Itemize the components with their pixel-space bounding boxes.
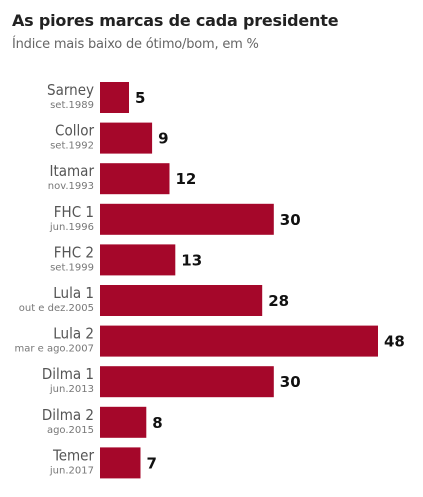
data-label: 48 [384,333,405,351]
category-label: Temer [52,446,94,464]
bar-temer [100,447,141,479]
category-label: Itamar [50,162,95,180]
bar-fhc-1 [100,203,274,235]
bar-sarney [100,82,129,113]
category-label: Collor [55,122,94,140]
chart-title: As piores marcas de cada presidente [12,11,339,30]
bar-lula-1 [100,285,263,316]
category-label: FHC 2 [54,243,94,261]
category-date-label: ago.2015 [47,425,94,436]
bar-itamar [100,163,170,195]
data-label: 12 [176,170,197,188]
data-label: 30 [280,373,301,391]
data-label: 7 [147,454,157,472]
category-date-label: nov.1993 [48,181,94,192]
category-label: Lula 2 [53,325,94,343]
category-date-label: set.1992 [50,141,94,152]
category-label: Sarney [47,81,94,99]
category-date-label: set.1989 [50,100,94,111]
category-date-label: set.1999 [50,262,94,273]
chart-subtitle: Índice mais baixo de ótimo/bom, em % [12,37,259,52]
category-date-label: jun.1996 [49,222,94,233]
bar-collor [100,122,153,154]
category-label: Lula 1 [53,284,94,302]
category-label: Dilma 1 [42,365,94,383]
bar-dilma-2 [100,406,147,438]
category-label: FHC 1 [54,203,94,221]
data-label: 13 [181,251,202,269]
category-date-label: jun.2013 [49,384,94,395]
category-date-label: jun.2017 [49,465,94,476]
data-label: 8 [152,414,162,432]
bar-lula-2 [100,325,378,357]
data-label: 30 [280,211,301,229]
data-label: 9 [158,130,168,148]
data-label: 28 [268,292,289,310]
data-label: 5 [135,89,145,107]
bar-fhc-2 [100,244,176,276]
category-date-label: mar e ago.2007 [14,344,94,355]
bar-dilma-1 [100,366,274,398]
category-date-label: out e dez.2005 [19,303,94,314]
category-label: Dilma 2 [42,406,94,424]
